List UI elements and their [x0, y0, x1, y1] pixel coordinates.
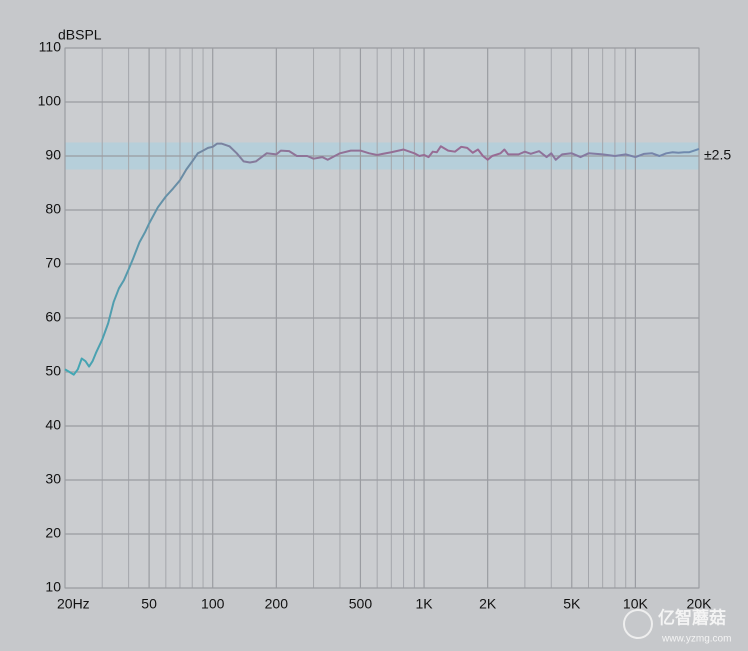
y-tick-label: 50	[45, 363, 61, 379]
band-label: ±2.5	[704, 147, 731, 163]
x-tick-label: 5K	[563, 596, 581, 612]
y-tick-label: 100	[38, 93, 62, 109]
x-tick-label: 10K	[623, 596, 649, 612]
x-tick-label: 2K	[479, 596, 497, 612]
x-tick-label: 200	[265, 596, 289, 612]
y-tick-label: 70	[45, 255, 61, 271]
y-tick-label: 80	[45, 201, 61, 217]
x-tick-label: 1K	[415, 596, 433, 612]
x-tick-label: 100	[201, 596, 225, 612]
watermark-url: www.yzmg.com	[661, 634, 731, 645]
y-axis-label: dBSPL	[58, 27, 102, 43]
y-tick-label: 110	[39, 39, 62, 55]
response-line	[64, 142, 700, 376]
x-tick-label: 20K	[687, 596, 713, 612]
x-tick-label: 500	[349, 596, 373, 612]
watermark-logo	[623, 609, 653, 639]
x-tick-label: 20Hz	[57, 596, 90, 612]
y-tick-label: 10	[45, 579, 61, 595]
watermark-text: 亿智蘑菇	[658, 607, 726, 627]
y-tick-label: 30	[45, 471, 61, 487]
y-tick-label: 40	[45, 417, 61, 433]
y-tick-label: 20	[45, 525, 61, 541]
x-tick-label: 50	[141, 596, 157, 612]
y-tick-label: 90	[45, 147, 61, 163]
watermark: 亿智蘑菇 www.yzmg.com	[623, 607, 731, 645]
y-tick-label: 60	[45, 309, 61, 325]
